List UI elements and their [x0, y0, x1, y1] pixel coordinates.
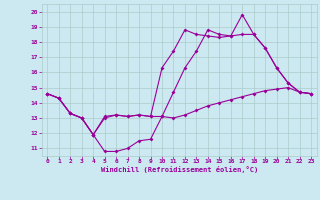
X-axis label: Windchill (Refroidissement éolien,°C): Windchill (Refroidissement éolien,°C) — [100, 166, 258, 173]
